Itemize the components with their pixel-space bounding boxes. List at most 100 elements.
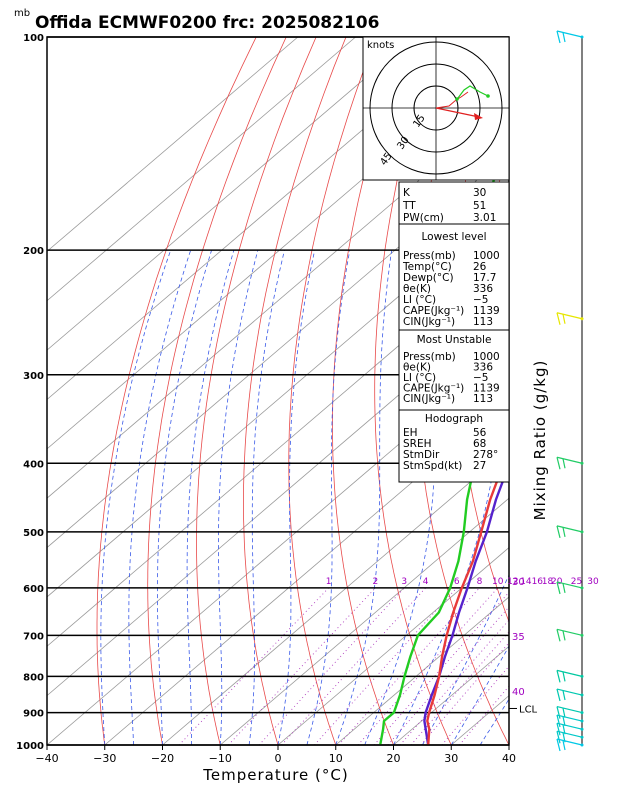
isotherm (47, 37, 472, 401)
pressure-tick-label: 700 (23, 631, 44, 642)
dry-adiabat (196, 37, 317, 745)
wind-barb-flag (556, 723, 561, 736)
mixing-ratio-label: 10 (492, 577, 504, 587)
wind-barb (556, 722, 584, 736)
isotherm (47, 37, 414, 351)
moist-adiabat (100, 249, 172, 745)
pw-label: PW(cm) (403, 212, 444, 224)
wind-barb-staff (556, 525, 583, 533)
background-lines (47, 37, 618, 745)
storm-motion-vector (435, 107, 480, 118)
x-tick-label: −30 (93, 752, 116, 765)
mixing-ratio-line (399, 619, 509, 745)
x-tick-label: −10 (209, 752, 232, 765)
wind-barb (556, 730, 584, 744)
wind-barb-flag (556, 738, 561, 752)
indices-frame (398, 181, 510, 483)
hodograph-point (486, 94, 490, 98)
index-row-label: StmDir (403, 449, 440, 461)
wind-barb-dot (580, 530, 584, 534)
wind-barb-flag (562, 707, 566, 718)
most-unstable-header: Most Unstable (417, 334, 492, 346)
wind-barb (556, 312, 584, 325)
wind-barb-staff (556, 581, 583, 589)
index-row-value: 1000 (473, 351, 500, 363)
theta-e-label-30: 30 (512, 577, 525, 588)
wind-barb-staff (556, 738, 583, 746)
isotherm (47, 201, 509, 598)
hodograph-trace-mid (457, 85, 489, 99)
moist-adiabat (450, 645, 509, 745)
wind-barb-staff (556, 714, 583, 722)
index-row-value: 68 (473, 438, 486, 450)
k-index-value: 30 (473, 187, 486, 199)
mixing-ratio-label: 20 (551, 577, 563, 587)
index-row-label: LI (°C) (403, 294, 436, 306)
isotherm (162, 448, 509, 745)
chart-title: Offida ECMWF0200 frc: 2025082106 (35, 13, 379, 33)
mixing-ratio-label: 18 (542, 577, 554, 587)
wind-barb-dot (580, 586, 584, 590)
pressure-tick-label: 500 (23, 528, 44, 539)
wind-barb-staff (556, 312, 583, 320)
wind-barb-dot (580, 317, 584, 321)
tt-index-label: TT (402, 200, 416, 212)
wind-barb-staff (556, 30, 583, 38)
wind-barb (556, 581, 584, 595)
hodograph-title: knots (367, 40, 394, 51)
dry-adiabat (332, 37, 407, 745)
wind-barb-dot (580, 461, 584, 465)
wind-barb-flag (556, 706, 561, 719)
x-tick-label: 30 (444, 752, 458, 765)
wind-barb-flag (562, 690, 566, 701)
x-tick-label: −40 (35, 752, 58, 765)
mixing-ratio-label: 16 (532, 577, 544, 587)
tt-index-value: 51 (473, 200, 486, 212)
moist-adiabat (218, 249, 259, 745)
mixing-ratio-line (338, 587, 480, 745)
index-row-value: 1000 (473, 250, 500, 262)
k-index-label: K (403, 187, 411, 199)
wind-barb-flag (562, 671, 566, 682)
index-row-value: 26 (473, 261, 487, 273)
wind-barb-flag (556, 714, 561, 728)
x-tick-label: −20 (151, 752, 174, 765)
moist-adiabat (277, 250, 316, 745)
wind-barb-flag (556, 731, 561, 744)
index-row-value: 1139 (473, 305, 500, 317)
pressure-tick-label: 1000 (16, 741, 44, 752)
isotherm (104, 398, 509, 745)
lcl-label: LCL (519, 704, 538, 715)
index-row-value: −5 (473, 372, 488, 384)
index-row-label: Dewp(°C) (403, 272, 454, 284)
isotherm (47, 37, 299, 252)
wind-barb-dot (580, 735, 584, 739)
hodograph-ring-30 (391, 63, 481, 153)
index-row-value: 27 (473, 460, 486, 472)
isotherm (277, 547, 509, 745)
wind-barb (556, 669, 584, 683)
isotherm (508, 744, 509, 745)
x-tick-label: 20 (387, 752, 401, 765)
dry-adiabat (288, 37, 377, 745)
wind-barb-staff (556, 628, 583, 636)
wind-barb-flag (556, 30, 561, 44)
hodograph: knots 15 30 45 (362, 36, 510, 181)
index-row-label: CAPE(Jkg⁻¹) (403, 383, 464, 395)
dry-adiabat (602, 37, 618, 745)
lowest-level-header: Lowest level (421, 231, 486, 243)
hodograph-header: Hodograph (425, 413, 483, 425)
dry-adiabat (374, 37, 452, 745)
mixing-ratio-label: 4 (423, 577, 429, 587)
pressure-tick-label: 900 (23, 709, 44, 720)
wind-barb (556, 30, 584, 44)
wind-barb-flag (562, 716, 566, 727)
x-tick-label: 10 (329, 752, 343, 765)
wind-barb-staff (556, 722, 583, 730)
index-row-label: θe(K) (403, 283, 431, 295)
wind-barb-flag (562, 32, 566, 43)
wind-barb (556, 688, 584, 702)
wind-barb-staff (556, 706, 583, 714)
wind-barb (556, 525, 584, 539)
